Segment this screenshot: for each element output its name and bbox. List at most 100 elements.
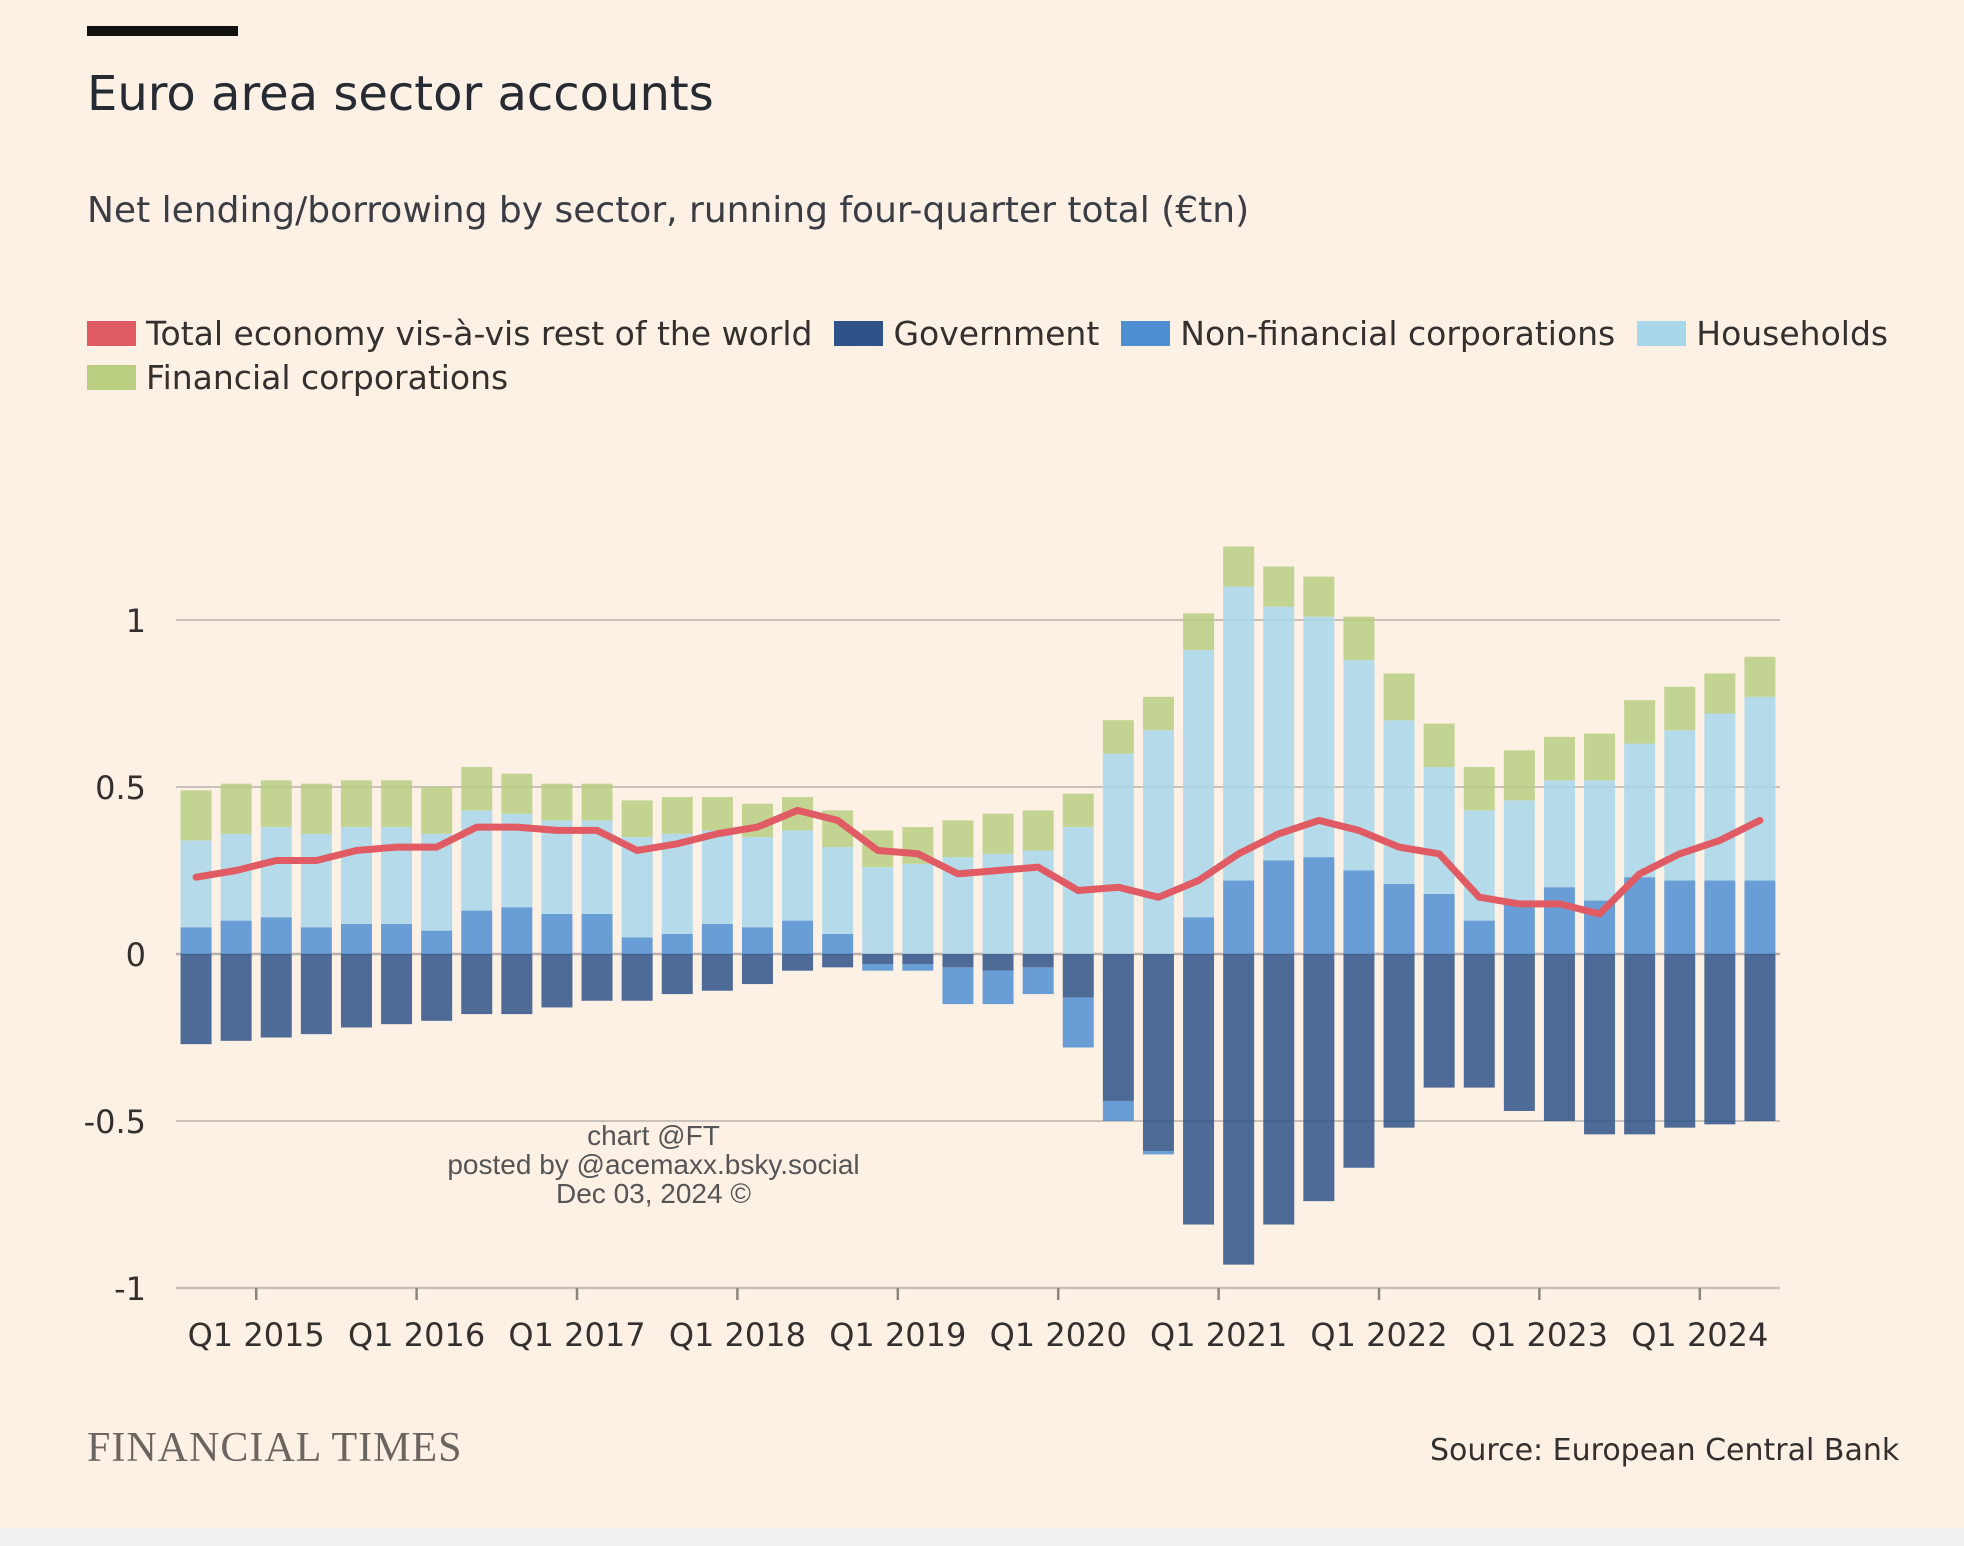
bar-segment xyxy=(1584,780,1616,901)
bar-segment xyxy=(1704,673,1736,714)
bar-segment xyxy=(1102,954,1134,1101)
bar-segment xyxy=(1423,766,1455,894)
bar-segment xyxy=(1223,880,1255,954)
bar-segment xyxy=(501,907,533,954)
bar-segment xyxy=(220,954,252,1041)
x-tick-label: Q1 2021 xyxy=(1150,1316,1287,1354)
legend-swatch-households xyxy=(1637,321,1687,346)
bar-segment xyxy=(982,813,1014,854)
bar-segment xyxy=(1423,723,1455,767)
bar-segment xyxy=(220,783,252,834)
bar-segment xyxy=(381,954,413,1025)
legend-label-households: Households xyxy=(1696,314,1889,353)
bar-segment xyxy=(1423,893,1455,954)
bar-segment xyxy=(461,954,493,1015)
bar-segment xyxy=(1263,606,1295,861)
bar-segment xyxy=(461,766,493,811)
bar-segment xyxy=(1102,753,1134,954)
bar-segment xyxy=(741,837,773,928)
bar-segment xyxy=(822,933,854,954)
x-tick-label: Q1 2020 xyxy=(990,1316,1127,1354)
bar-segment xyxy=(1022,967,1054,995)
bar-segment xyxy=(1503,750,1535,801)
bar-segment xyxy=(1223,546,1255,587)
bar-segment xyxy=(581,783,613,821)
bar-segment xyxy=(1624,877,1656,954)
chart-title: Euro area sector accounts xyxy=(87,66,714,122)
legend-swatch-financial xyxy=(87,365,136,390)
bar-segment xyxy=(1142,1151,1174,1155)
bar-segment xyxy=(1463,810,1495,921)
bar-segment xyxy=(1503,903,1535,954)
bar-segment xyxy=(1263,954,1295,1225)
total-economy-line xyxy=(192,806,1764,918)
bar-segment xyxy=(1223,954,1255,1265)
bar-segment xyxy=(581,913,613,954)
legend-swatch-total xyxy=(87,321,136,346)
bar-segment xyxy=(1463,766,1495,811)
bar-segment xyxy=(180,840,212,928)
bar-segment xyxy=(1102,720,1134,754)
y-tick-label: -1 xyxy=(114,1270,146,1308)
bar-segment xyxy=(982,954,1014,971)
bar-segment xyxy=(541,913,573,954)
x-tick-label: Q1 2018 xyxy=(669,1316,806,1354)
bar-segment xyxy=(701,797,733,831)
bar-segment xyxy=(982,970,1014,1005)
x-tick-label: Q1 2015 xyxy=(188,1316,325,1354)
bar-segment xyxy=(1624,743,1656,878)
bar-segment xyxy=(1543,954,1575,1121)
bar-segment xyxy=(621,800,653,838)
bar-segment xyxy=(1263,860,1295,954)
x-tick-label: Q1 2019 xyxy=(829,1316,966,1354)
bar-segment xyxy=(1543,780,1575,888)
bar-segment xyxy=(340,827,372,924)
bar-segment xyxy=(701,830,733,924)
bar-segment xyxy=(1744,880,1776,954)
bar-segment xyxy=(1343,870,1375,954)
watermark-line-3: Dec 03, 2024 © xyxy=(556,1178,751,1209)
legend-swatch-government xyxy=(834,321,884,346)
bar-segment xyxy=(581,954,613,1001)
source-note: Source: European Central Bank xyxy=(1430,1433,1900,1468)
bar-segment xyxy=(1343,660,1375,871)
bar-segment xyxy=(300,927,332,954)
bar-segment xyxy=(1303,576,1335,617)
x-tick-label: Q1 2017 xyxy=(508,1316,645,1354)
bar-segment xyxy=(1062,997,1094,1048)
chart-subtitle: Net lending/borrowing by sector, running… xyxy=(87,190,1250,231)
bar-segment xyxy=(1142,730,1174,954)
bar-segment xyxy=(260,917,292,954)
bar-segment xyxy=(701,954,733,991)
bar-segment xyxy=(1624,954,1656,1135)
y-tick-label: -0.5 xyxy=(84,1103,146,1141)
bar-segment xyxy=(1744,656,1776,697)
legend-item-nfc: Non-financial corporations xyxy=(1121,314,1615,353)
bar-segment xyxy=(1303,954,1335,1202)
bar-segment xyxy=(1744,696,1776,881)
bar-segment xyxy=(1183,613,1215,651)
bar-segment xyxy=(501,954,533,1015)
legend-row-1: Total economy vis-à-vis rest of the worl… xyxy=(87,314,1910,353)
bar-segment xyxy=(260,954,292,1038)
bar-segment xyxy=(381,827,413,924)
bar-segment xyxy=(220,833,252,921)
bar-segment xyxy=(1383,954,1415,1128)
bar-segment xyxy=(541,783,573,821)
bar-segment xyxy=(180,790,212,841)
legend-item-government: Government xyxy=(834,314,1099,353)
bar-segment xyxy=(1062,954,1094,998)
bar-segment xyxy=(1704,880,1736,954)
bar-segment xyxy=(862,954,894,965)
bar-segment xyxy=(661,933,693,954)
bar-segment xyxy=(381,923,413,954)
bar-segment xyxy=(661,797,693,834)
bar-segment xyxy=(421,954,453,1021)
x-tick-label: Q1 2022 xyxy=(1310,1316,1447,1354)
bar-segment xyxy=(1223,586,1255,881)
legend-item-total: Total economy vis-à-vis rest of the worl… xyxy=(87,314,812,353)
bar-segment xyxy=(381,780,413,828)
x-tick-label: Q1 2024 xyxy=(1631,1316,1768,1354)
